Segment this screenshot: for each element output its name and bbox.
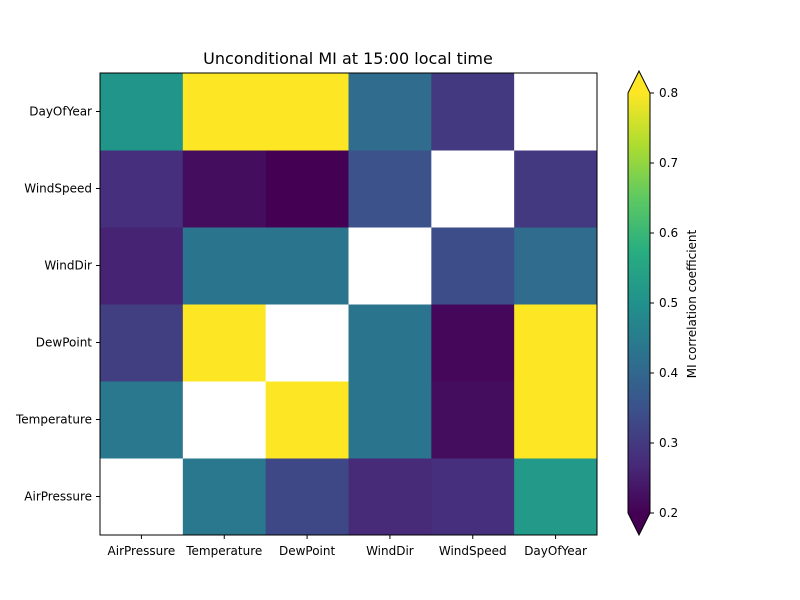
heatmap-cell xyxy=(348,458,432,536)
heatmap-cell xyxy=(514,304,598,382)
heatmap-cell xyxy=(431,227,515,305)
heatmap-cell xyxy=(265,227,349,305)
colorbar: 0.2 0.3 0.4 0.5 0.6 0.7 0.8 MI correlation coe… xyxy=(627,69,699,537)
heatmap-cell xyxy=(100,227,184,305)
colorbar-label: MI correlation coefficient xyxy=(685,229,699,378)
heatmap-cell xyxy=(348,73,432,151)
y-tick-label: WindDir xyxy=(44,259,92,273)
heatmap-cell xyxy=(431,304,515,382)
heatmap-cell xyxy=(514,73,598,151)
colorbar-extend-min xyxy=(628,513,650,535)
x-tick-label: Temperature xyxy=(185,544,262,558)
heatmap-cell xyxy=(431,458,515,536)
heatmap-cell xyxy=(514,381,598,459)
heatmap-cell xyxy=(182,227,267,305)
heatmap-cell xyxy=(265,304,349,382)
heatmap-cell xyxy=(348,150,432,228)
heatmap-cell xyxy=(348,227,432,305)
heatmap-cell xyxy=(100,73,184,151)
heatmap-cell xyxy=(100,150,184,228)
y-tick-label: AirPressure xyxy=(24,490,92,504)
colorbar-extend-max xyxy=(628,71,650,93)
heatmap-cell xyxy=(182,458,267,536)
colorbar-gradient xyxy=(628,93,650,513)
heatmap-cell xyxy=(431,150,515,228)
colorbar-tick-label: 0.3 xyxy=(659,436,678,450)
x-tick-label: DayOfYear xyxy=(524,544,587,558)
heatmap-cell xyxy=(514,458,598,536)
heatmap-cell xyxy=(100,381,184,459)
heatmap-cell xyxy=(431,73,515,151)
heatmap-cell xyxy=(514,150,598,228)
heatmap-cell xyxy=(348,304,432,382)
y-tick-label: DayOfYear xyxy=(29,105,92,119)
colorbar-tick-label: 0.2 xyxy=(659,506,678,520)
x-tick-label: DewPoint xyxy=(279,544,336,558)
heatmap-cell xyxy=(265,381,349,459)
x-axis: AirPressure Temperature DewPoint WindDir Win… xyxy=(108,535,587,558)
heatmap-cells xyxy=(100,73,598,536)
heatmap-cell xyxy=(182,150,267,228)
heatmap-cell xyxy=(431,381,515,459)
heatmap-cell xyxy=(100,304,184,382)
heatmap-cell xyxy=(348,381,432,459)
heatmap-cell xyxy=(265,150,349,228)
x-tick-label: WindSpeed xyxy=(439,544,507,558)
colorbar-tick-label: 0.8 xyxy=(659,86,678,100)
y-tick-label: WindSpeed xyxy=(24,182,92,196)
colorbar-ticks: 0.2 0.3 0.4 0.5 0.6 0.7 0.8 xyxy=(650,86,678,520)
heatmap-cell xyxy=(182,304,267,382)
chart-title: Unconditional MI at 15:00 local time xyxy=(203,49,493,68)
heatmap-cell xyxy=(265,458,349,536)
y-tick-label: Temperature xyxy=(15,413,92,427)
heatmap-cell xyxy=(514,227,598,305)
y-tick-label: DewPoint xyxy=(36,336,93,350)
x-tick-label: WindDir xyxy=(366,544,414,558)
heatmap-cell xyxy=(182,73,267,151)
colorbar-tick-label: 0.6 xyxy=(659,226,678,240)
heatmap-cell xyxy=(182,381,267,459)
y-axis: AirPressure Temperature DewPoint WindDir Win… xyxy=(15,105,100,504)
heatmap-cell xyxy=(100,458,184,536)
heatmap-cell xyxy=(265,73,349,151)
colorbar-tick-label: 0.7 xyxy=(659,156,678,170)
plot-frame xyxy=(99,72,598,536)
x-tick-label: AirPressure xyxy=(108,544,176,558)
colorbar-tick-label: 0.4 xyxy=(659,366,678,380)
colorbar-tick-label: 0.5 xyxy=(659,296,678,310)
